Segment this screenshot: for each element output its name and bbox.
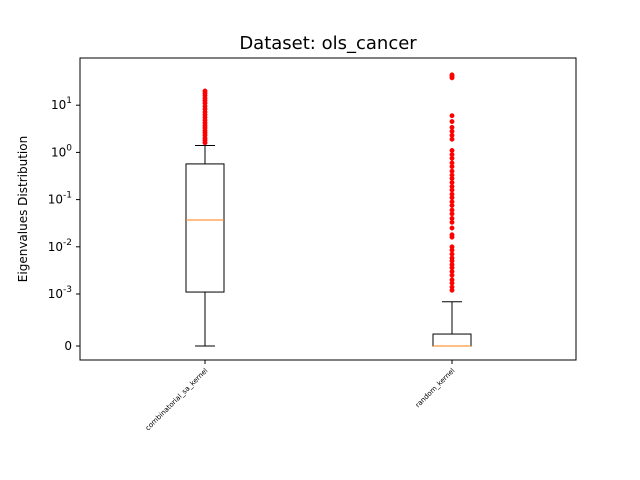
y-tick-label: 0: [64, 339, 72, 353]
outlier-point: [449, 132, 455, 138]
y-axis-label: Eigenvalues Distribution: [16, 136, 30, 282]
plot-area: 0 10-3 10-2 10-1 100 101 combinatorial_sa_kern…: [48, 72, 472, 433]
iqr-box: [185, 163, 225, 293]
y-tick-label: 10-2: [48, 238, 72, 254]
outlier-point: [202, 88, 208, 94]
box-random_kernel: [432, 72, 472, 347]
outlier-point: [449, 191, 455, 197]
outlier-point: [449, 215, 455, 221]
outlier-point: [449, 244, 455, 250]
x-tick-label: combinatorial_sa_kernel: [144, 367, 210, 433]
outlier-point: [449, 207, 455, 213]
outlier-point: [449, 199, 455, 205]
x-tick-label: random_kernel: [414, 367, 457, 410]
y-tick-label: 10-1: [48, 191, 72, 207]
outlier-point: [449, 277, 455, 283]
outlier-point: [449, 152, 455, 158]
box-combinatorial_sa_kernel: [185, 88, 225, 347]
outlier-point: [449, 124, 455, 130]
outlier-point: [449, 225, 455, 231]
outlier-point: [449, 119, 455, 125]
outlier-point: [449, 72, 455, 78]
chart-title: Dataset: ols_cancer: [239, 33, 417, 54]
y-tick-label: 10-3: [48, 285, 72, 301]
outlier-point: [449, 160, 455, 166]
y-tick-label: 100: [51, 143, 72, 159]
outlier-point: [449, 113, 455, 119]
y-tick-label: 101: [51, 96, 72, 112]
outlier-point: [449, 180, 455, 185]
outlier-point: [449, 168, 455, 174]
outlier-point: [449, 232, 455, 238]
outlier-point: [449, 147, 455, 153]
iqr-box: [432, 333, 472, 347]
plot-frame: [79, 57, 577, 361]
